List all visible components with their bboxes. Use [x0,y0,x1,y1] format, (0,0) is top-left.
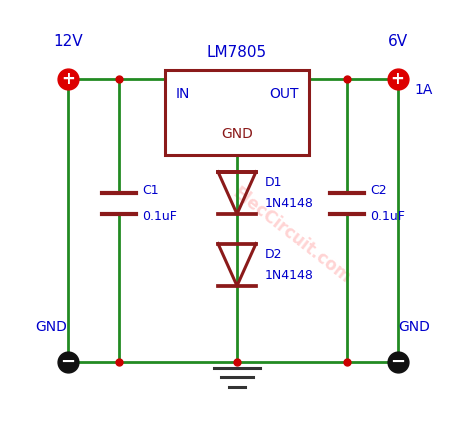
Text: +: + [61,70,75,88]
Text: 12V: 12V [53,34,83,49]
Text: C2: C2 [370,184,387,197]
Text: D2: D2 [264,248,282,261]
Text: 1A: 1A [414,83,433,97]
Text: +: + [391,70,404,88]
Text: GND: GND [35,321,67,334]
Bar [165,70,309,155]
Text: D1: D1 [264,176,282,189]
Text: IN: IN [176,87,190,101]
Text: 6V: 6V [387,34,408,49]
Text: 0.1uF: 0.1uF [370,210,405,223]
Text: ElecCircuit.com: ElecCircuit.com [229,184,355,287]
Text: C1: C1 [142,184,159,197]
Text: LM7805: LM7805 [207,45,267,60]
Text: −: − [390,353,405,371]
Text: 1N4148: 1N4148 [264,197,313,210]
Text: GND: GND [221,127,253,141]
Text: GND: GND [399,321,430,334]
Text: −: − [61,353,75,371]
Text: OUT: OUT [269,87,298,101]
Text: 1N4148: 1N4148 [264,269,313,282]
Text: 0.1uF: 0.1uF [142,210,177,223]
